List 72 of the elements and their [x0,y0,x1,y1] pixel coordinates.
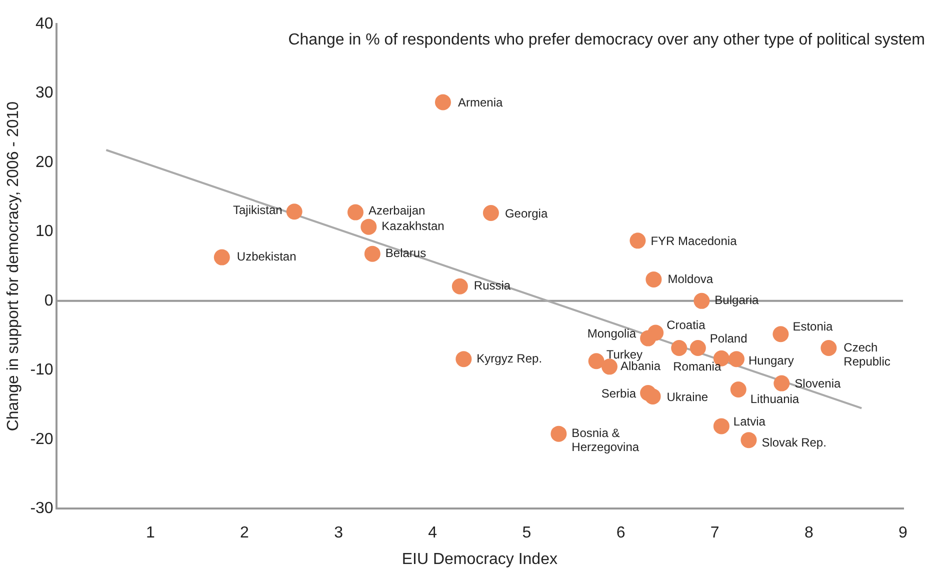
y-tick-label: 40 [36,15,54,32]
x-tick-label: 3 [334,524,344,542]
annotation: Armenia [458,96,503,110]
y-tick-label: 20 [36,154,54,171]
point [774,375,790,392]
point [360,218,377,235]
point [640,330,656,346]
y-tick-label: 10 [36,223,54,240]
annotation: Belarus [385,246,426,260]
annotation: Hungary [748,353,794,368]
point [434,94,451,110]
point [347,204,364,220]
x-tick-label: 7 [710,524,720,542]
annotation: Kyrgyz Rep. [476,351,542,366]
annotation: Tajikistan [232,202,282,217]
point [671,340,688,356]
annotation: Romania [673,359,722,374]
point [550,426,567,442]
point [630,232,646,249]
point [713,418,730,434]
annotation: Bosnia & Herzegovina [572,426,640,454]
point [286,204,302,220]
y-tick-label: -20 [30,430,54,448]
x-tick-label: 5 [522,524,532,542]
annotation: Bulgaria [714,293,760,308]
y-axis-title: Change in support for democracy, 2006 - 2010 [5,101,22,432]
point [690,340,706,356]
annotation: Czech Republic [844,340,890,368]
x-tick-label: 9 [898,524,908,542]
point [730,382,746,398]
annotation: Turkey [606,347,643,362]
annotation: Moldova [668,272,714,286]
annotation: Serbia [601,386,636,400]
text: Change in % of respondents who prefer democracy over any other type of political system [288,31,925,48]
y-tick-label: 30 [36,84,54,102]
annotation: Lithuania [750,392,800,406]
point [214,249,230,266]
point [644,388,661,404]
annotation: Estonia [792,319,834,334]
point [456,351,472,368]
point [364,246,380,262]
annotation: Kazakhstan [382,219,444,234]
annotation: Croatia [666,318,706,332]
annotation: Georgia [504,206,548,220]
annotation: Uzbekistan [236,250,296,264]
point [452,278,468,294]
point [740,432,757,448]
annotation: Russia [474,278,511,293]
point [482,204,499,221]
point [588,353,604,370]
annotation: Azerbaijan [368,204,426,218]
point [772,326,789,342]
x-tick-label: 8 [804,524,814,542]
annotation: Slovak Rep. [762,435,826,450]
annotation: Ukraine [666,390,708,404]
point [728,351,744,368]
annotation: Slovenia [794,376,841,391]
x-axis-title: EIU Democracy Index [402,550,558,568]
annotation: FYR Macedonia [650,234,738,248]
x-tick-label: 6 [616,524,626,542]
point [694,292,710,309]
y-tick-label: -30 [30,500,54,518]
annotation: Poland [710,331,748,346]
x-tick-label: 1 [146,524,155,542]
y-tick-label: -10 [30,362,54,379]
point [820,340,837,356]
x-tick-label: 4 [428,524,438,542]
annotation: Latvia [733,414,766,429]
annotation: Mongolia [587,326,636,341]
y-tick-label: 0 [44,292,54,310]
x-tick-label: 2 [240,524,250,542]
point [646,271,662,288]
